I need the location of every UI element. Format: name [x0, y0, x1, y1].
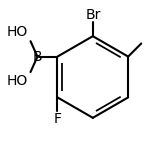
- Text: Br: Br: [85, 8, 100, 22]
- Text: HO: HO: [7, 25, 28, 39]
- Text: F: F: [53, 112, 62, 126]
- Text: B: B: [33, 50, 42, 64]
- Text: HO: HO: [7, 74, 28, 88]
